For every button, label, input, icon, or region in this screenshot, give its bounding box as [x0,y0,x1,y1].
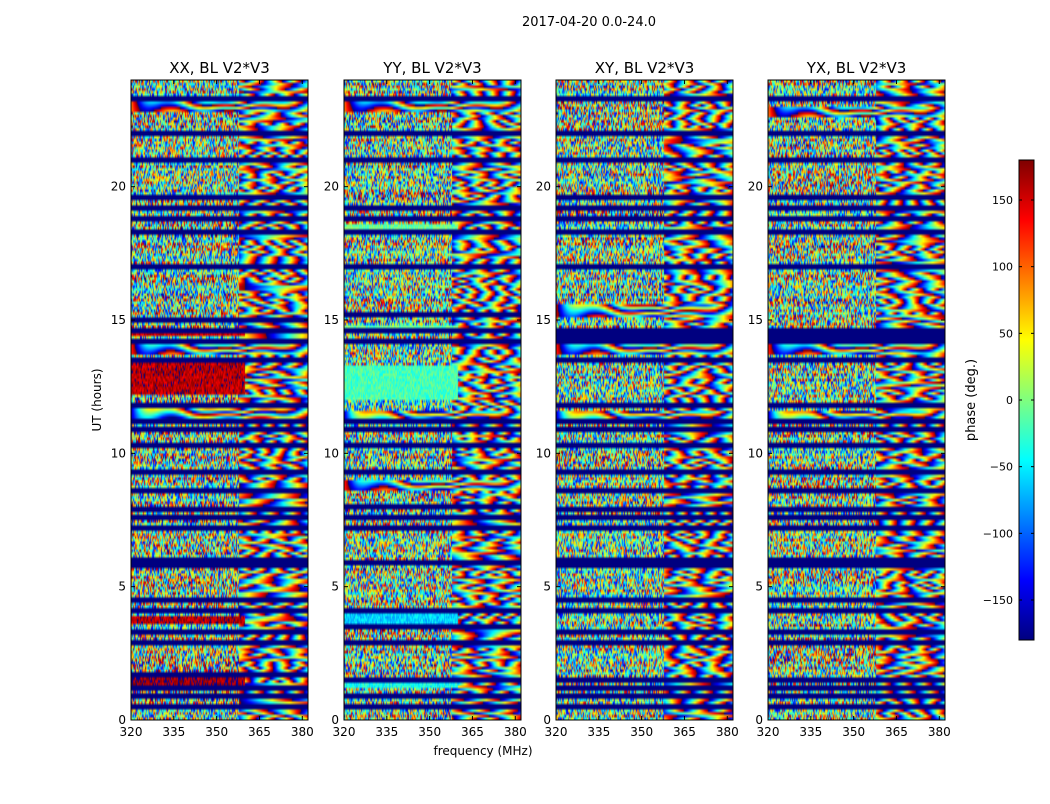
y-tick-label: 5 [543,580,551,594]
colorbar-tick-label: −100 [983,527,1013,540]
y-tick-label: 5 [755,580,763,594]
x-tick-label: 335 [587,725,610,739]
y-tick-label: 20 [111,180,126,194]
y-tick-label: 5 [331,580,339,594]
colorbar-tick-label: 100 [992,261,1013,274]
y-axis-label: UT (hours) [90,368,104,431]
panel-title: YX, BL V2*V3 [806,59,907,77]
colorbar-ticks: −150 −100 −50 0 50 100 150 [983,194,1034,607]
y-tick-label: 10 [536,446,551,460]
axes-frame [767,79,946,721]
y-tick-label: 15 [324,313,339,327]
x-tick-label: 365 [673,725,696,739]
axes-frame [130,79,309,721]
axes-frame [555,79,734,721]
x-tick-label: 335 [375,725,398,739]
x-tick-label: 335 [162,725,185,739]
panel-title: XX, BL V2*V3 [169,59,270,77]
y-tick-label: 15 [111,313,126,327]
x-tick-label: 380 [716,725,739,739]
y-tick-label: 15 [536,313,551,327]
x-tick-label: 350 [418,725,441,739]
figure-suptitle: 2017-04-20 0.0-24.0 [522,15,656,30]
x-tick-label: 320 [333,725,356,739]
panel-yx: YX, BL V2*V3 320 335 350 365 380 0 5 10 15 20 [748,59,951,739]
colorbar: −150 −100 −50 0 50 100 150 phase (deg.) [964,159,1035,641]
y-tick-label: 0 [331,713,339,727]
x-tick-label: 365 [461,725,484,739]
colorbar-tick-label: −50 [990,461,1013,474]
colorbar-label: phase (deg.) [964,359,979,441]
y-tick-label: 10 [324,446,339,460]
colorbar-tick-label: 150 [992,194,1013,207]
x-tick-label: 365 [248,725,271,739]
y-tick-label: 0 [755,713,763,727]
x-tick-label: 350 [630,725,653,739]
x-tick-label: 365 [885,725,908,739]
phase-image [344,80,521,720]
x-axis-label: frequency (MHz) [433,744,532,758]
colorbar-tick-label: 50 [999,327,1013,340]
y-tick-label: 20 [748,180,763,194]
axes-frame [343,79,522,721]
y-tick-label: 10 [748,446,763,460]
panel-title: YY, BL V2*V3 [382,59,481,77]
x-tick-label: 350 [205,725,228,739]
y-tick-label: 0 [543,713,551,727]
phase-image [131,80,308,720]
colorbar-tick-label: 0 [1006,394,1013,407]
y-tick-label: 0 [118,713,126,727]
x-tick-label: 380 [928,725,951,739]
y-tick-label: 20 [324,180,339,194]
y-tick-label: 5 [118,580,126,594]
x-tick-label: 335 [799,725,822,739]
panel-yy: YY, BL V2*V3 320 335 350 365 380 0 5 10 15 20 frequ… [324,59,533,758]
x-tick-label: 320 [545,725,568,739]
panel-xx: XX, BL V2*V3 320 335 350 365 380 0 5 10 15 20 UT (h… [90,59,314,739]
panels: XX, BL V2*V3 320 335 350 365 380 0 5 10 15 20 UT (h… [90,59,951,758]
panel-title: XY, BL V2*V3 [595,59,695,77]
x-tick-label: 320 [757,725,780,739]
phase-image [556,80,733,720]
y-tick-label: 10 [111,446,126,460]
panel-xy: XY, BL V2*V3 320 335 350 365 380 0 5 10 15 20 [536,59,739,739]
y-tick-label: 15 [748,313,763,327]
x-tick-label: 350 [842,725,865,739]
x-tick-label: 320 [120,725,143,739]
y-tick-label: 20 [536,180,551,194]
x-tick-label: 380 [504,725,527,739]
colorbar-tick-label: −150 [983,594,1013,607]
x-tick-label: 380 [291,725,314,739]
phase-image [768,80,945,720]
